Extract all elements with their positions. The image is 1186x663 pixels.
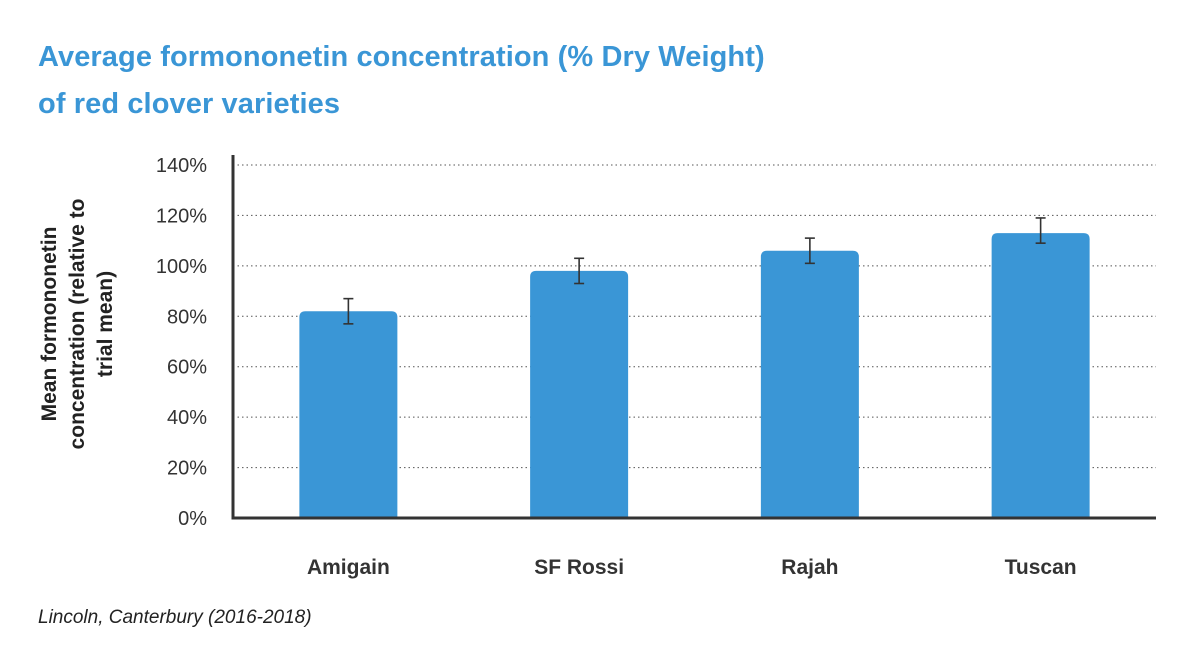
bar — [760, 250, 859, 518]
y-tick-label: 100% — [156, 256, 207, 278]
x-category-label: SF Rossi — [534, 556, 624, 579]
y-tick-label: 20% — [167, 458, 207, 480]
y-axis-title-line: trial mean) — [94, 271, 117, 377]
y-tick-label: 140% — [156, 155, 207, 177]
y-tick-label: 80% — [167, 306, 207, 328]
y-axis-title-line: Mean formononetin — [38, 227, 61, 422]
chart-title: Average formononetin concentration (% Dr… — [38, 34, 1138, 128]
bar — [991, 233, 1090, 519]
x-category-label: Rajah — [781, 556, 838, 579]
x-category-label: Amigain — [307, 556, 390, 579]
y-axis-title: Mean formononetin concentration (relative… — [38, 199, 117, 450]
y-tick-label: 120% — [156, 205, 207, 227]
y-tick-label: 0% — [178, 508, 207, 530]
footnote: Lincoln, Canterbury (2016-2018) — [38, 607, 312, 628]
x-category-label: Tuscan — [1005, 556, 1077, 579]
bar-chart: 0% 20% 40% 60% 80% 100% 120% 140% Amigain SF Ross… — [38, 155, 1156, 579]
chart-title-line-2: of red clover varieties — [38, 88, 341, 120]
bar — [299, 311, 398, 518]
y-tick-label: 60% — [167, 357, 207, 379]
chart-title-line-1: Average formononetin concentration (% Dr… — [38, 41, 765, 73]
y-tick-label: 40% — [167, 407, 207, 429]
y-axis-title-line: concentration (relative to — [66, 199, 89, 450]
bar — [530, 270, 629, 518]
